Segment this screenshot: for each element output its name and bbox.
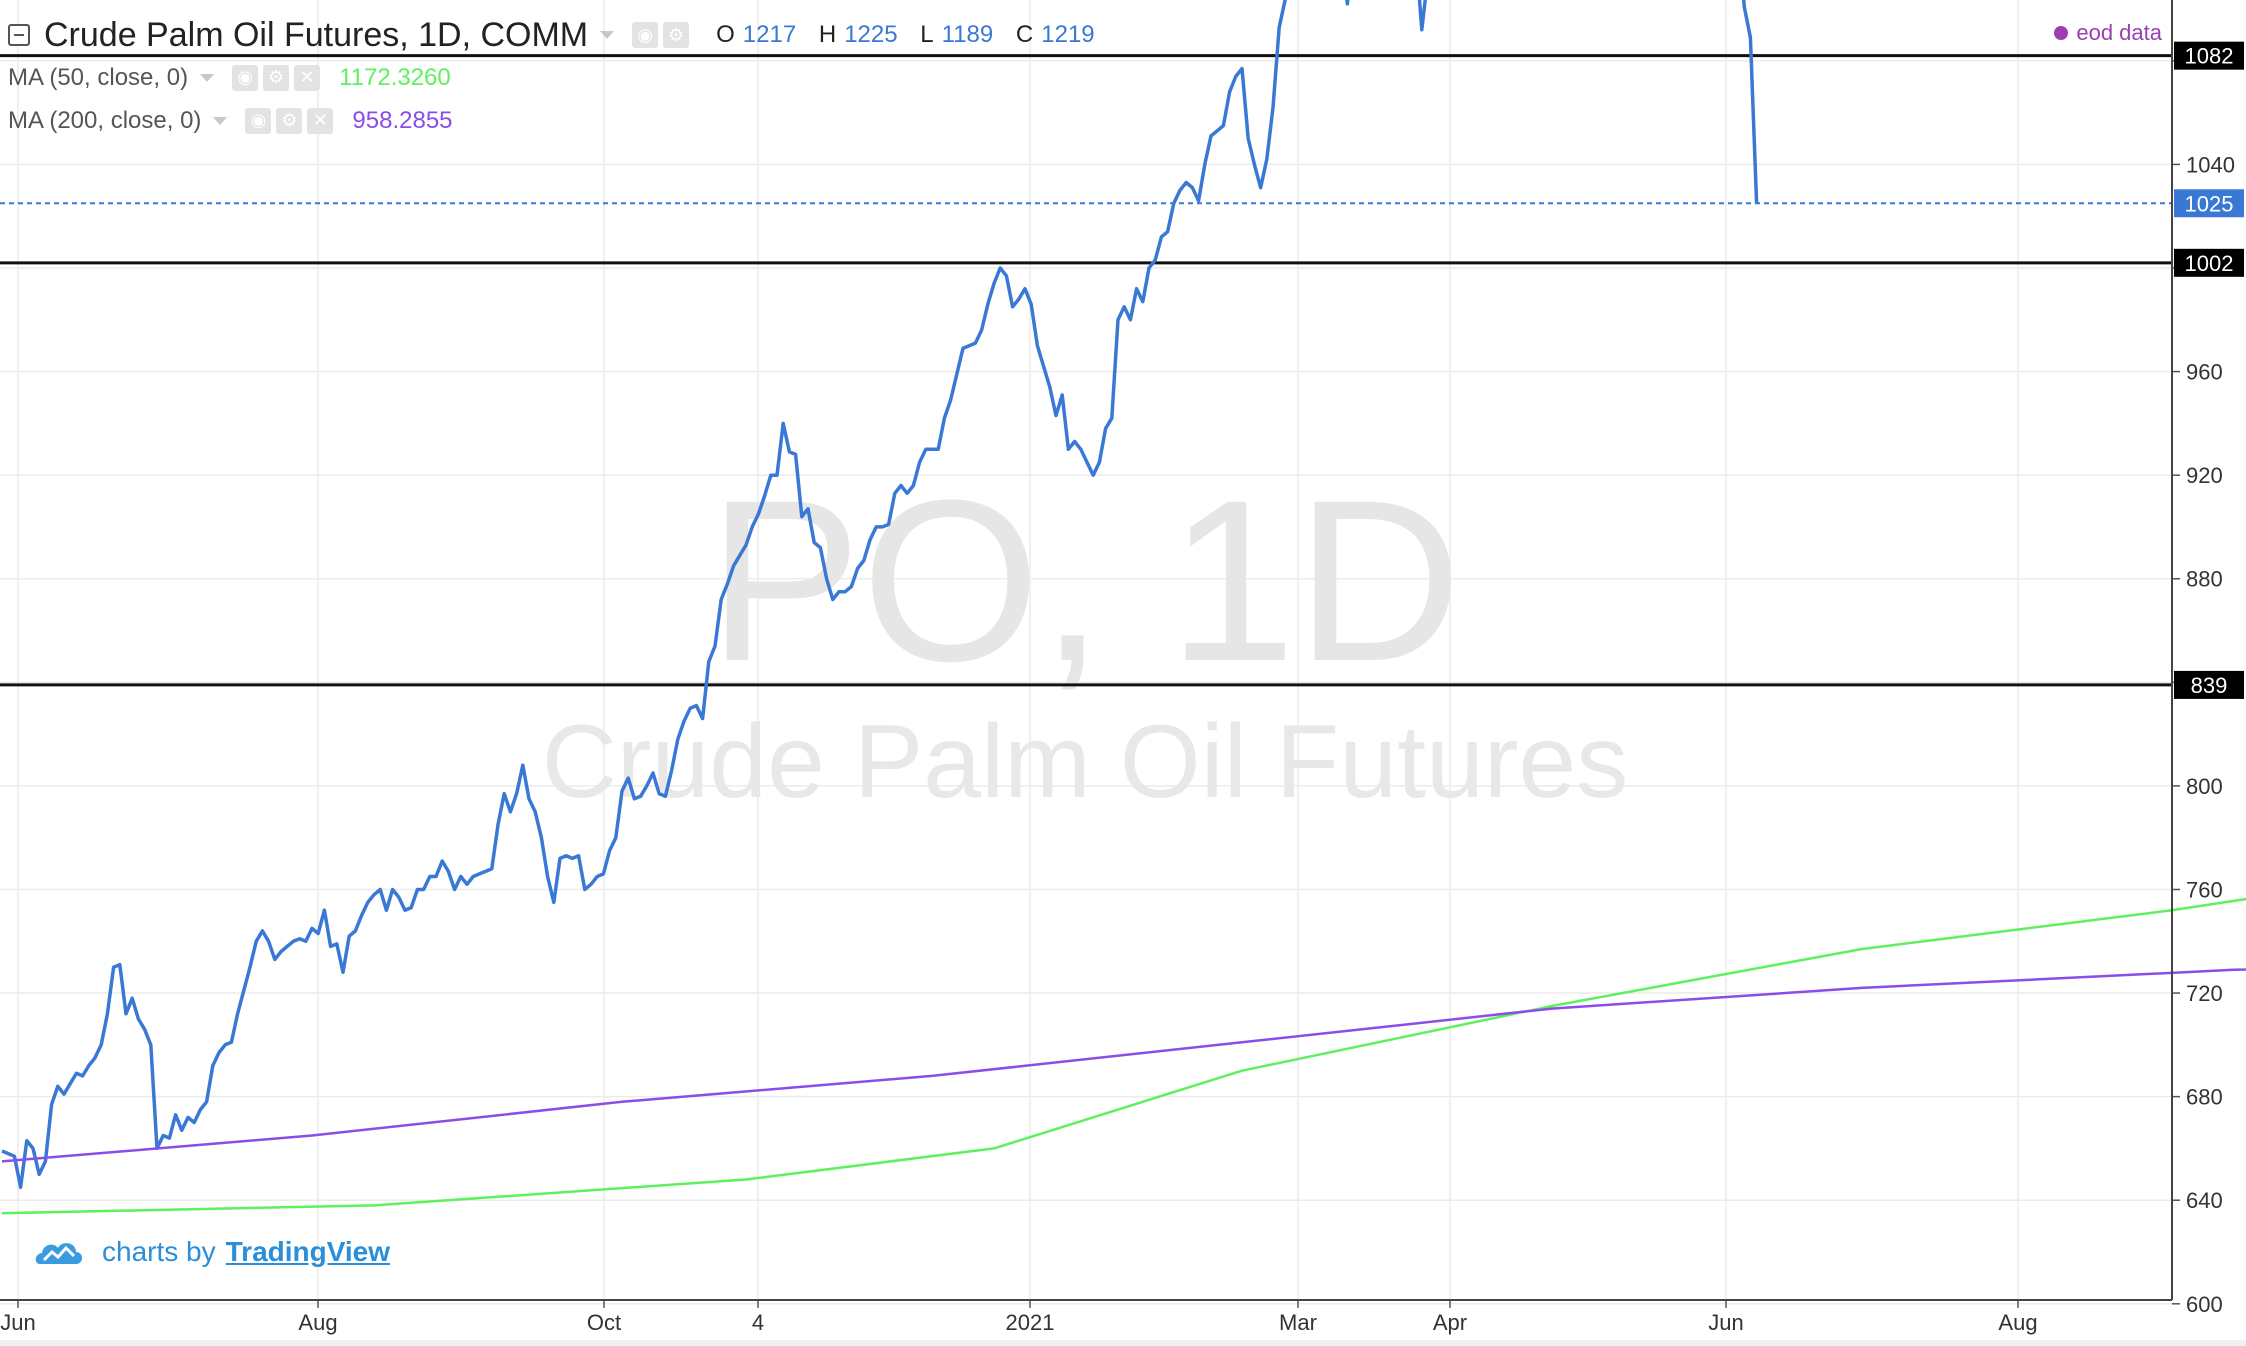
eye-icon[interactable]: ◉ <box>632 22 659 48</box>
legend-ma200-row: MA (200, close, 0) ◉ ⚙ ✕ 958.2855 <box>8 99 1111 142</box>
legend-ma50-row: MA (50, close, 0) ◉ ⚙ ✕ 1172.3260 <box>8 56 1111 99</box>
y-tick-label: 600 <box>2186 1292 2223 1317</box>
level-tag-1002: 1002 <box>2185 251 2234 276</box>
legend-main-row: Crude Palm Oil Futures, 1D, COMM ◉ ⚙ O 12… <box>8 14 1111 56</box>
ma200-value: 958.2855 <box>352 106 453 134</box>
ohlc-low-value: 1189 <box>941 21 994 48</box>
x-tick-label: Aug <box>1998 1310 2037 1335</box>
symbol-title[interactable]: Crude Palm Oil Futures, 1D, COMM <box>44 15 589 54</box>
gear-icon[interactable]: ⚙ <box>263 64 290 91</box>
data-source-badge: eod data <box>2054 20 2162 46</box>
chevron-down-icon[interactable] <box>213 116 228 125</box>
ohlc-high-value: 1225 <box>844 21 898 48</box>
x-tick-label: 2021 <box>1006 1310 1055 1335</box>
watermark-symbol: PO, 1D <box>708 452 1462 709</box>
x-tick-label: 4 <box>752 1310 764 1335</box>
level-tag-839-bg <box>2174 670 2244 699</box>
y-tick-label: 960 <box>2186 360 2223 385</box>
bottom-scroll-strip[interactable] <box>0 1340 2246 1346</box>
chevron-down-icon[interactable] <box>200 73 215 82</box>
close-icon[interactable]: ✕ <box>294 64 321 91</box>
chevron-down-icon[interactable] <box>600 31 615 39</box>
x-tick-label: Oct <box>587 1310 621 1335</box>
ohlc-close-key: C <box>1015 21 1034 48</box>
last-price-tag: 1025 <box>2185 191 2234 216</box>
collapse-legend-icon[interactable] <box>8 24 30 46</box>
ma50-value: 1172.3260 <box>339 63 451 91</box>
y-tick-label: 800 <box>2186 774 2223 799</box>
y-tick-label: 1040 <box>2186 152 2235 177</box>
series-line-0 <box>1 0 1759 1190</box>
branding-prefix: charts by <box>102 1236 216 1267</box>
y-tick-label: 880 <box>2186 567 2223 592</box>
y-tick-label: 920 <box>2186 463 2223 488</box>
close-icon[interactable]: ✕ <box>307 107 334 134</box>
ohlc-high-key: H <box>818 21 837 48</box>
ohlc-open-key: O <box>716 21 735 48</box>
series-line-1 <box>1 897 2246 1215</box>
eye-icon[interactable]: ◉ <box>245 107 272 134</box>
y-tick-label: 720 <box>2186 981 2223 1006</box>
tradingview-cloud-icon <box>35 1243 82 1264</box>
data-source-label: eod data <box>2076 20 2162 45</box>
y-tick-label: 640 <box>2186 1188 2223 1213</box>
time-axis[interactable]: Jun Aug Oct 4 2021 Mar Apr Jun Aug <box>0 1299 2246 1346</box>
chart-legend: Crude Palm Oil Futures, 1D, COMM ◉ ⚙ O 12… <box>8 14 1111 142</box>
horizontal-levels <box>0 54 2172 687</box>
ma200-name[interactable]: MA (200, close, 0) <box>8 106 202 134</box>
x-tick-label: Jun <box>1708 1310 1743 1335</box>
x-tick-label: Mar <box>1279 1310 1317 1335</box>
branding[interactable]: charts by TradingView <box>34 1236 390 1268</box>
price-tags: 1259108210028391025 <box>2174 41 2244 699</box>
tradingview-link[interactable]: TradingView <box>225 1236 391 1267</box>
last-price-tag-bg <box>2174 189 2244 218</box>
x-tick-label: Apr <box>1433 1310 1467 1335</box>
chart-grid <box>0 0 2172 1305</box>
gear-icon[interactable]: ⚙ <box>663 22 690 48</box>
level-tag-1082-bg <box>2174 41 2244 70</box>
ma50-name[interactable]: MA (50, close, 0) <box>8 63 189 91</box>
level-tag-1082: 1082 <box>2185 44 2234 69</box>
x-tick-label: Jun <box>0 1310 35 1335</box>
level-tag-839: 839 <box>2191 673 2228 698</box>
y-tick-label: 760 <box>2186 877 2223 902</box>
series-line-2 <box>1 968 2246 1163</box>
chart-watermark: PO, 1D Crude Palm Oil Futures <box>542 452 1629 820</box>
ohlc-values: O 1217 H 1225 L 1189 C 1219 <box>716 21 1111 49</box>
level-tag-1002-bg <box>2174 248 2244 277</box>
ohlc-open-value: 1217 <box>742 21 797 48</box>
y-tick-label: 680 <box>2186 1085 2223 1110</box>
ohlc-low-key: L <box>920 21 934 48</box>
ohlc-close-value: 1219 <box>1041 21 1095 48</box>
eye-icon[interactable]: ◉ <box>232 64 259 91</box>
watermark-name: Crude Palm Oil Futures <box>542 704 1629 820</box>
x-tick-label: Aug <box>298 1310 337 1335</box>
gear-icon[interactable]: ⚙ <box>276 107 303 134</box>
dot-icon <box>2054 26 2069 40</box>
chart-series <box>1 0 2246 1215</box>
